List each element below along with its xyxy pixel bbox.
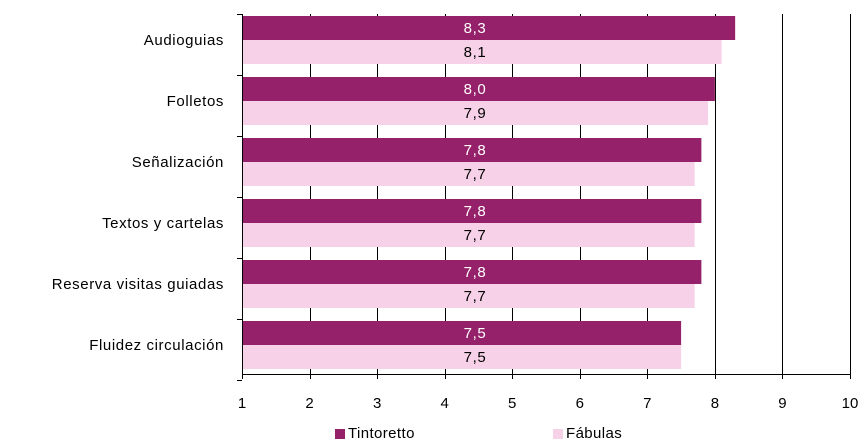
legend-swatch-tintoretto bbox=[335, 428, 345, 439]
x-axis: 1 2 3 4 5 6 7 8 9 10 bbox=[237, 14, 858, 412]
legend-label-tintoretto: Tintoretto bbox=[348, 425, 415, 442]
x-tick-label: 3 bbox=[373, 395, 381, 412]
bar-tintoretto bbox=[243, 260, 702, 284]
data-label-fabulas: 7,7 bbox=[464, 166, 487, 183]
bar-fabulas bbox=[243, 40, 722, 64]
data-label-fabulas: 8,1 bbox=[464, 44, 487, 61]
data-label-tintoretto: 7,8 bbox=[464, 264, 487, 281]
bar-fabulas bbox=[243, 223, 695, 247]
data-label-tintoretto: 7,8 bbox=[464, 142, 487, 159]
x-tick-label: 2 bbox=[305, 395, 313, 412]
bar-chart: 1 2 3 4 5 6 7 8 9 10 Audioguias Folletos Señalizaci… bbox=[52, 14, 858, 412]
bar-fabulas bbox=[243, 345, 682, 369]
bar-tintoretto bbox=[243, 138, 702, 162]
category-label: Folletos bbox=[167, 93, 224, 110]
legend-item-fabulas: Fábulas bbox=[553, 425, 622, 442]
category-label: Textos y cartelas bbox=[102, 215, 224, 232]
bar-fabulas bbox=[243, 284, 695, 308]
category-labels: Audioguias Folletos Señalización Textos y c… bbox=[52, 32, 224, 354]
bar-fabulas bbox=[243, 162, 695, 186]
data-label-tintoretto: 8,0 bbox=[464, 81, 487, 98]
data-label-tintoretto: 8,3 bbox=[464, 20, 487, 37]
legend: Tintoretto Fábulas bbox=[0, 424, 865, 446]
bar-fabulas bbox=[243, 101, 709, 125]
bar-tintoretto bbox=[243, 199, 702, 223]
x-tick-label: 1 bbox=[238, 395, 246, 412]
data-label-tintoretto: 7,8 bbox=[464, 203, 487, 220]
bar-tintoretto bbox=[243, 321, 682, 345]
bar-tintoretto bbox=[243, 16, 736, 40]
category-label: Reserva visitas guiadas bbox=[52, 276, 224, 293]
data-label-fabulas: 7,9 bbox=[464, 105, 487, 122]
x-tick-label: 9 bbox=[778, 395, 786, 412]
gridlines bbox=[310, 14, 851, 374]
x-tick-label: 5 bbox=[508, 395, 516, 412]
data-label-fabulas: 7,7 bbox=[464, 227, 487, 244]
data-label-fabulas: 7,7 bbox=[464, 288, 487, 305]
data-labels: 8,3 8,1 8,0 7,9 7,8 7,7 7,8 7,7 7,8 7,7 7,5 7,5 bbox=[464, 20, 487, 366]
category-label: Señalización bbox=[132, 154, 224, 171]
category-label: Audioguias bbox=[144, 32, 224, 49]
data-label-fabulas: 7,5 bbox=[464, 349, 487, 366]
x-tick-label: 10 bbox=[842, 395, 859, 412]
data-label-tintoretto: 7,5 bbox=[464, 325, 487, 342]
legend-swatch-fabulas bbox=[553, 428, 563, 439]
x-tick-label: 4 bbox=[440, 395, 448, 412]
legend-label-fabulas: Fábulas bbox=[566, 425, 623, 442]
x-tick-label: 7 bbox=[643, 395, 651, 412]
bars bbox=[243, 16, 736, 369]
legend-item-tintoretto: Tintoretto bbox=[335, 425, 415, 442]
category-label: Fluidez circulación bbox=[89, 337, 224, 354]
bar-tintoretto bbox=[243, 77, 715, 101]
x-tick-label: 6 bbox=[576, 395, 584, 412]
x-tick-label: 8 bbox=[711, 395, 719, 412]
